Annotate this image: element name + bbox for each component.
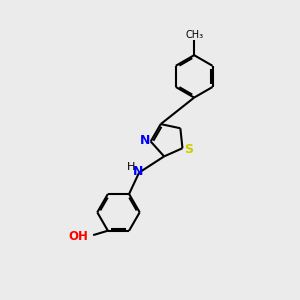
Text: CH₃: CH₃ [185,30,203,40]
Text: OH: OH [68,230,88,243]
Text: H: H [127,162,135,172]
Text: N: N [140,134,151,146]
Text: N: N [132,165,143,178]
Text: S: S [184,143,194,156]
